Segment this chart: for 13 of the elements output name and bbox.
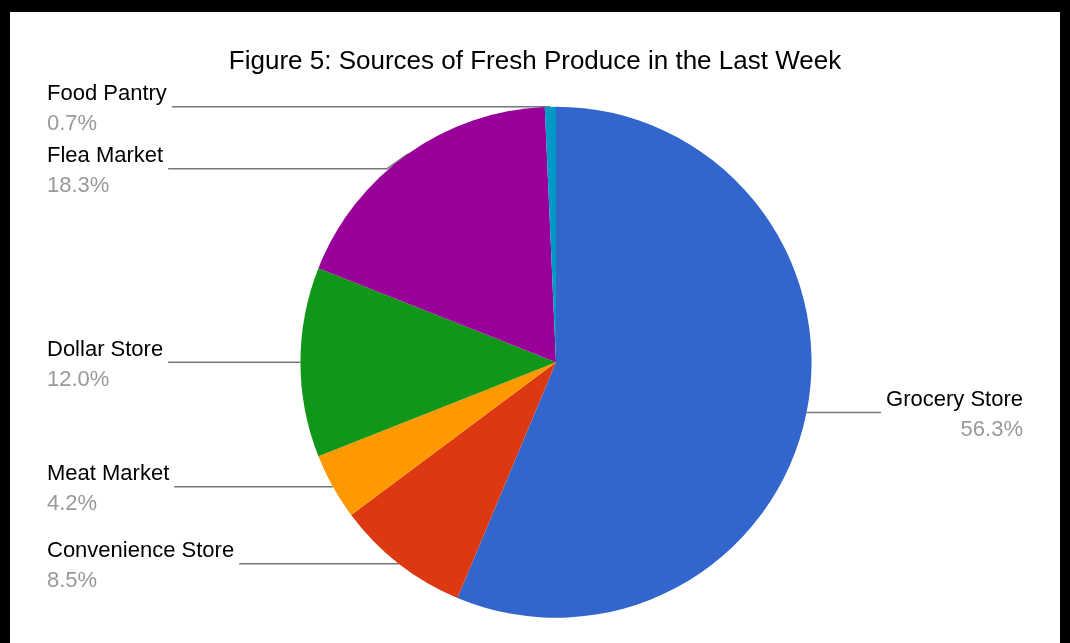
slice-label: Dollar Store: [47, 335, 164, 361]
slice-label: Flea Market: [47, 142, 164, 168]
slice-label: Meat Market: [47, 460, 170, 486]
data-label: 4.2%: [47, 490, 98, 516]
data-label: 8.5%: [47, 567, 98, 593]
slice-label: Food Pantry: [47, 80, 167, 106]
slice-label: Grocery Store: [886, 385, 1023, 411]
slice-label: Convenience Store: [47, 537, 235, 563]
data-label: 56.3%: [960, 415, 1023, 441]
data-label: 12.0%: [47, 365, 110, 391]
chart-title: Figure 5: Sources of Fresh Produce in the Last Week: [228, 45, 843, 75]
data-label: 18.3%: [47, 172, 110, 198]
data-label: 0.7%: [47, 110, 98, 136]
